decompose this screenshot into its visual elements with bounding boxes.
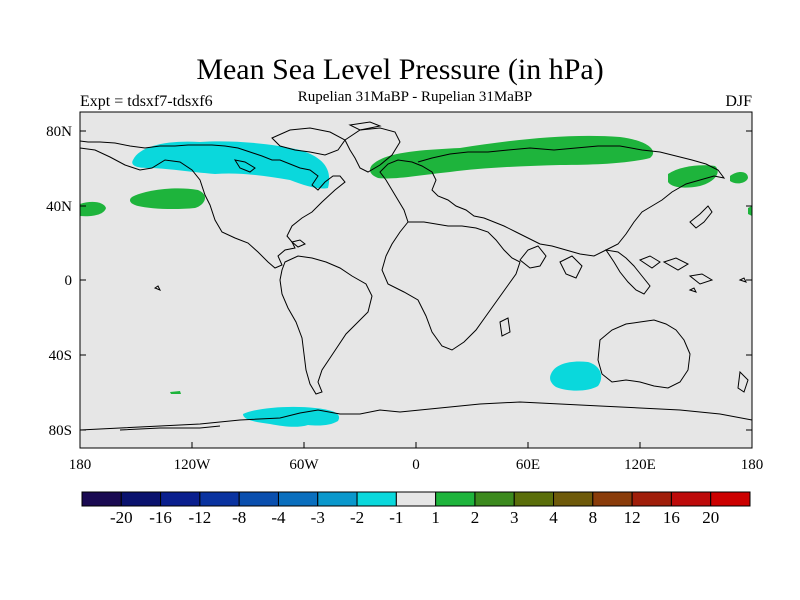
colorbar-swatch — [435, 491, 476, 507]
lon-label-120w: 120W — [174, 457, 212, 473]
colorbar-swatch — [670, 491, 712, 507]
colorbar-swatch — [199, 491, 240, 507]
axis-ticks — [79, 130, 753, 448]
negative-anomaly-north-pacific-canada — [132, 141, 330, 189]
lat-label-80s: 80S — [49, 423, 72, 439]
lat-label-40n: 40N — [46, 199, 72, 215]
colorbar-label: 16 — [663, 508, 680, 527]
chart-title: Mean Sea Level Pressure (in hPa) — [196, 53, 604, 86]
colorbar-label: -4 — [271, 508, 286, 527]
colorbar-swatch — [513, 491, 555, 507]
colorbar-label: -8 — [232, 508, 246, 527]
colorbar-swatch — [238, 491, 279, 507]
colorbar-label: 1 — [431, 508, 440, 527]
colorbar-label: 4 — [549, 508, 558, 527]
lon-label-60e: 60E — [516, 457, 540, 473]
colorbar-label: 12 — [624, 508, 641, 527]
colorbar: -20 -16 -12 -8 -4 -3 -2 -1 1 2 3 4 8 12 16 20 — [81, 491, 751, 527]
lat-label-0: 0 — [65, 273, 73, 289]
colorbar-label: -12 — [189, 508, 212, 527]
colorbar-label: 2 — [471, 508, 480, 527]
colorbar-swatch — [277, 491, 319, 507]
colorbar-swatch — [317, 491, 358, 507]
experiment-label: Expt = tdsxf7-tdsxf6 — [80, 93, 213, 110]
lat-label-40s: 40S — [49, 348, 72, 364]
positive-anomaly-west-edge — [80, 201, 106, 217]
positive-anomaly-small-south-pacific — [170, 391, 181, 394]
positive-anomaly-bering — [730, 172, 748, 184]
colorbar-label: -2 — [350, 508, 364, 527]
lon-label-120e: 120E — [624, 457, 656, 473]
colorbar-swatch — [474, 491, 515, 507]
colorbar-label: 3 — [510, 508, 519, 527]
positive-anomaly-east-edge — [748, 206, 752, 216]
negative-anomaly-antarctic-peninsula — [243, 406, 340, 427]
positive-anomaly-north-pacific — [130, 188, 206, 210]
positive-anomaly-eurasia — [370, 135, 654, 179]
coastlines — [79, 121, 753, 431]
season-label: DJF — [725, 93, 752, 110]
lon-label-180e: 180 — [741, 457, 764, 473]
subtitle-label: Rupelian 31MaBP - Rupelian 31MaBP — [297, 89, 533, 105]
colorbar-swatch — [160, 491, 201, 507]
colorbar-swatch — [81, 491, 122, 507]
lon-label-0: 0 — [412, 457, 420, 473]
colorbar-swatch — [592, 491, 633, 507]
colorbar-swatch — [631, 491, 672, 507]
colorbar-label: 8 — [589, 508, 598, 527]
colorbar-swatch — [710, 491, 751, 507]
negative-anomaly-indian-ocean — [550, 361, 602, 391]
lat-label-80n: 80N — [46, 124, 72, 140]
colorbar-label: -20 — [110, 508, 133, 527]
colorbar-label: -1 — [389, 508, 403, 527]
longitude-labels: 180 120W 60W 0 60E 120E 180 — [69, 457, 764, 473]
colorbar-label: -3 — [311, 508, 325, 527]
colorbar-label: -16 — [149, 508, 172, 527]
colorbar-swatch — [120, 491, 162, 507]
latitude-labels: 80N 40N 0 40S 80S — [46, 124, 72, 439]
colorbar-label: 20 — [702, 508, 719, 527]
colorbar-swatch — [395, 491, 437, 507]
colorbar-swatch — [356, 491, 397, 507]
positive-anomaly-northeast-siberia — [668, 165, 718, 188]
lon-label-60w: 60W — [289, 457, 319, 473]
colorbar-swatch — [553, 491, 594, 507]
lon-label-180w: 180 — [69, 457, 92, 473]
anomaly-regions — [80, 135, 752, 427]
